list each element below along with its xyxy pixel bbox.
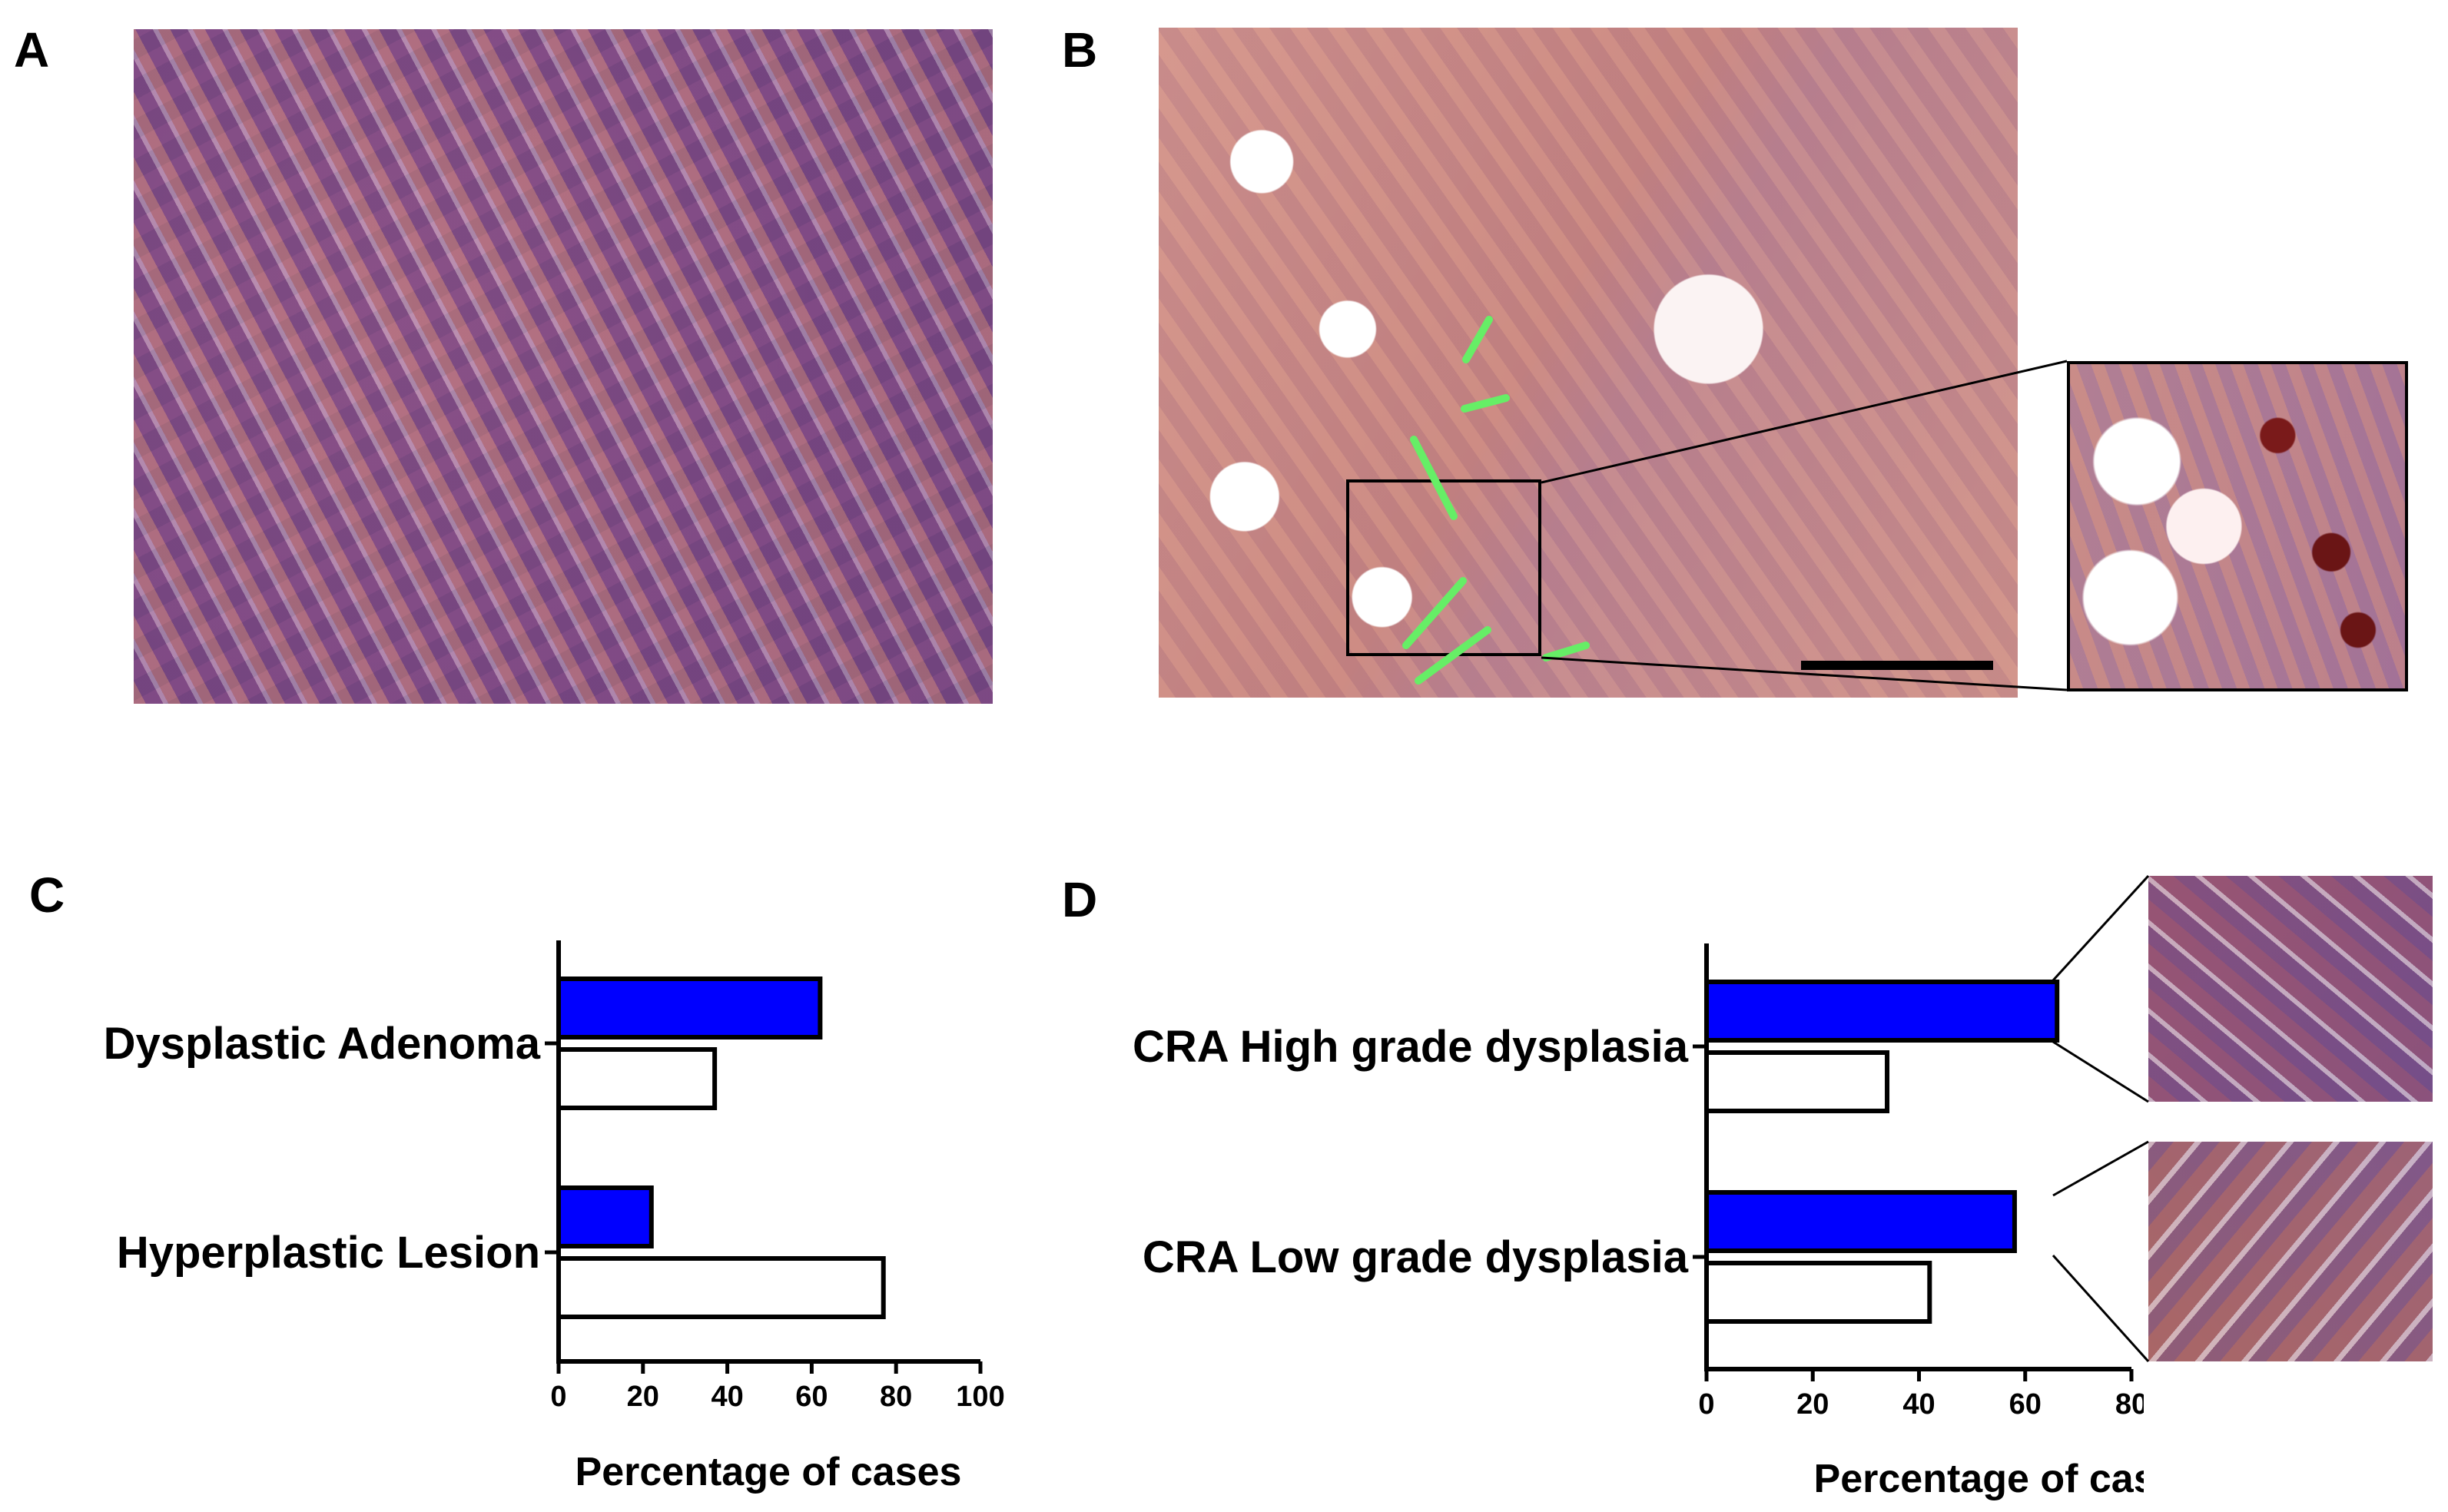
scale-bar bbox=[1801, 661, 1993, 670]
panel-label-b: B bbox=[1062, 22, 1098, 78]
chart-d: 0 20 40 60 80 CRA High grade dysplasia CRA Lo… bbox=[1133, 943, 2144, 1501]
zoom-line-bottom bbox=[1541, 656, 2068, 691]
zoom-region-box bbox=[1346, 479, 1541, 656]
chart-d-bars bbox=[1704, 980, 2060, 1324]
micrograph-d-high-grade bbox=[2148, 876, 2433, 1102]
chart-c-category-label-1: Hyperplastic Lesion bbox=[117, 1228, 540, 1278]
chart-d-x-tick-label: 20 bbox=[1796, 1388, 1829, 1421]
arrow-4-icon bbox=[1402, 577, 1467, 649]
chart-d-x-ticks: 0 20 40 60 80 bbox=[1698, 1369, 2144, 1421]
panel-label-c: C bbox=[29, 867, 65, 923]
chart-d-category-labels: CRA High grade dysplasia CRA Low grade dy… bbox=[1133, 1022, 1707, 1282]
panel-label-a: A bbox=[14, 22, 50, 78]
chart-d-x-tick-label: 80 bbox=[2115, 1388, 2144, 1421]
chart-d-x-tick-label: 40 bbox=[1902, 1388, 1935, 1421]
chart-c-x-tick-label: 80 bbox=[880, 1381, 912, 1413]
chart-c-bar-1-0 bbox=[556, 1185, 654, 1248]
chart-c-category-labels: Dysplastic Adenoma Hyperplastic Lesion bbox=[104, 1019, 559, 1278]
arrow-6-icon bbox=[1542, 642, 1590, 662]
connector-high-bottom bbox=[2052, 1040, 2149, 1103]
arrow-3-icon bbox=[1410, 436, 1458, 520]
chart-c-x-tick-label: 40 bbox=[711, 1381, 743, 1413]
chart-d-x-tick-label: 0 bbox=[1698, 1388, 1714, 1421]
chart-d-category-label-1: CRA Low grade dysplasia bbox=[1143, 1232, 1689, 1282]
chart-c-x-tick-label: 0 bbox=[550, 1381, 566, 1413]
arrow-2-icon bbox=[1461, 394, 1510, 413]
panel-label-d: D bbox=[1062, 872, 1098, 927]
chart-d-x-tick-label: 60 bbox=[2009, 1388, 2042, 1421]
chart-c-category-label-0: Dysplastic Adenoma bbox=[104, 1019, 541, 1069]
chart-c-x-ticks: 0 20 40 60 80 100 bbox=[550, 1361, 1005, 1413]
chart-d-bar-0-1 bbox=[1704, 1050, 1890, 1113]
connector-high-top bbox=[2052, 874, 2150, 982]
micrograph-a bbox=[134, 29, 993, 704]
chart-d-x-axis-label: Percentage of cases bbox=[1814, 1457, 2144, 1501]
chart-c-x-axis-label: Percentage of cases bbox=[576, 1450, 962, 1494]
chart-c-x-tick-label: 100 bbox=[956, 1381, 1004, 1413]
chart-c-x-tick-label: 60 bbox=[795, 1381, 828, 1413]
zoom-line-top bbox=[1541, 360, 2068, 484]
chart-c: 0 20 40 60 80 100 Dysplastic Adenoma Hyperplas… bbox=[104, 940, 1005, 1494]
micrograph-d-low-grade bbox=[2148, 1142, 2433, 1361]
micrograph-b bbox=[1159, 28, 2018, 698]
chart-c-bar-0-0 bbox=[556, 976, 823, 1040]
connector-low-bottom bbox=[2052, 1254, 2150, 1363]
chart-d-category-label-0: CRA High grade dysplasia bbox=[1133, 1022, 1689, 1072]
connector-low-top bbox=[2052, 1140, 2149, 1197]
arrow-5-icon bbox=[1415, 626, 1491, 685]
chart-d-bar-1-0 bbox=[1704, 1190, 2017, 1253]
micrograph-b-inset bbox=[2067, 361, 2408, 691]
arrow-1-icon bbox=[1462, 316, 1493, 363]
chart-c-x-tick-label: 20 bbox=[627, 1381, 659, 1413]
